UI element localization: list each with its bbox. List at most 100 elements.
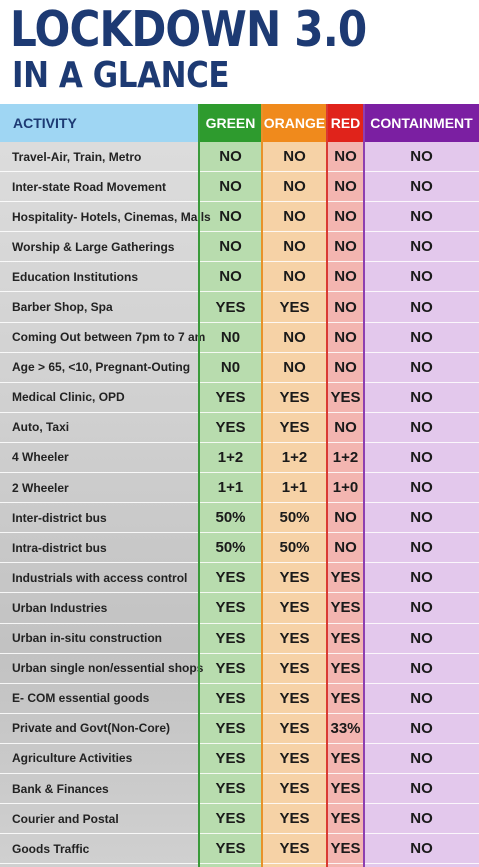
cell-orange: NO [283,358,306,376]
cell-red: YES [330,388,361,406]
cell-green: NO [219,178,242,196]
cell-green: YES [215,719,246,737]
cell-containment: NO [410,780,433,798]
cell-containment: NO [410,659,433,677]
cell-containment: NO [410,840,433,858]
column-divider [326,104,328,867]
cell-containment: NO [410,599,433,617]
cell-red: YES [330,689,361,707]
table-row: Agriculture Activities YES YES YES NO [0,744,479,774]
cell-orange: YES [279,810,310,828]
table-row: 2 Wheeler 1+1 1+1 1+0 NO [0,473,479,504]
header-orange: ORANGE [262,104,327,142]
cell-containment: NO [410,208,433,226]
cell-containment: NO [410,268,433,286]
cell-containment: NO [410,418,433,436]
cell-activity: Auto, Taxi [12,420,70,435]
cell-green: YES [215,810,246,828]
cell-activity: Courier and Postal [12,811,119,826]
cell-containment: NO [410,569,433,587]
cell-containment: NO [410,298,433,316]
cell-green: YES [215,418,246,436]
table-row: Courier and Postal YES YES YES NO [0,804,479,835]
cell-containment: NO [410,479,433,497]
table-row: Worship & Large Gatherings NO NO NO NO [0,232,479,263]
table-body: Travel-Air, Train, Metro NO NO NO NO Inter-st… [0,142,479,865]
cell-containment: NO [410,148,433,166]
cell-green: YES [215,298,246,316]
cell-orange: YES [279,719,310,737]
cell-red: NO [334,238,357,256]
cell-orange: YES [279,599,310,617]
cell-activity: Barber Shop, Spa [12,300,113,315]
cell-orange: YES [279,749,310,767]
cell-containment: NO [410,689,433,707]
cell-red: YES [330,599,361,617]
table-row: Inter-district bus 50% 50% NO NO [0,503,479,534]
cell-red: 33% [330,719,361,737]
cell-orange: YES [279,840,310,858]
cell-red: YES [330,840,361,858]
cell-activity: 2 Wheeler [12,480,69,495]
orange-column-bg [262,142,327,867]
cell-red: NO [334,328,357,346]
cell-green: YES [215,749,246,767]
cell-red: NO [334,208,357,226]
cell-orange: YES [279,780,310,798]
title-block: LOCKDOWN 3.0 IN A GLANCE [0,0,479,102]
cell-green: NO [219,208,242,226]
cell-green: YES [215,659,246,677]
cell-orange: NO [283,238,306,256]
cell-containment: NO [410,388,433,406]
cell-red: NO [334,418,357,436]
cell-orange: 50% [279,539,310,557]
cell-green: YES [215,780,246,798]
column-divider [261,104,263,867]
cell-activity: Agriculture Activities [12,751,133,766]
cell-activity: Goods Traffic [12,841,90,856]
cell-orange: NO [283,268,306,286]
cell-red: NO [334,539,357,557]
cell-orange: YES [279,659,310,677]
cell-red: YES [330,780,361,798]
cell-red: NO [334,298,357,316]
cell-activity: Medical Clinic, OPD [12,390,125,405]
header-activity: ACTIVITY [0,104,199,142]
table-row: Private and Govt(Non-Core) YES YES 33% NO [0,714,479,744]
table-row: Inter-state Road Movement NO NO NO NO [0,172,479,203]
cell-orange: NO [283,178,306,196]
cell-activity: Coming Out between 7pm to 7 am [12,330,206,345]
cell-green: YES [215,388,246,406]
cell-containment: NO [410,448,433,466]
cell-activity: Travel-Air, Train, Metro [12,149,142,164]
cell-containment: NO [410,539,433,557]
cell-containment: NO [410,629,433,647]
cell-orange: 1+2 [281,448,308,466]
table-row: Coming Out between 7pm to 7 am N0 NO NO NO [0,323,479,353]
cell-containment: NO [410,509,433,527]
cell-activity: Urban Industries [12,600,108,615]
table-row: Urban single non/essential shops YES YES YE… [0,654,479,684]
cell-green: YES [215,599,246,617]
table-row: Medical Clinic, OPD YES YES YES NO [0,383,479,413]
cell-red: YES [330,629,361,647]
table-row: Goods Traffic YES YES YES NO [0,834,479,865]
cell-green: NO [219,148,242,166]
cell-red: NO [334,358,357,376]
cell-red: NO [334,268,357,286]
cell-red: YES [330,659,361,677]
cell-orange: NO [283,208,306,226]
column-divider [198,104,200,867]
cell-containment: NO [410,749,433,767]
cell-red: 1+0 [332,479,359,497]
cell-red: 1+2 [332,448,359,466]
cell-green: 1+1 [217,479,244,497]
cell-activity: E- COM essential goods [12,691,150,706]
cell-activity: Hospitality- Hotels, Cinemas, Malls [12,209,211,224]
cell-activity: Worship & Large Gatherings [12,239,175,254]
table-header: ACTIVITY GREEN ORANGE RED CONTAINMENT [0,104,479,142]
cell-red: NO [334,509,357,527]
cell-orange: YES [279,689,310,707]
red-column-bg [327,142,364,867]
page-title: LOCKDOWN 3.0 [10,1,367,58]
